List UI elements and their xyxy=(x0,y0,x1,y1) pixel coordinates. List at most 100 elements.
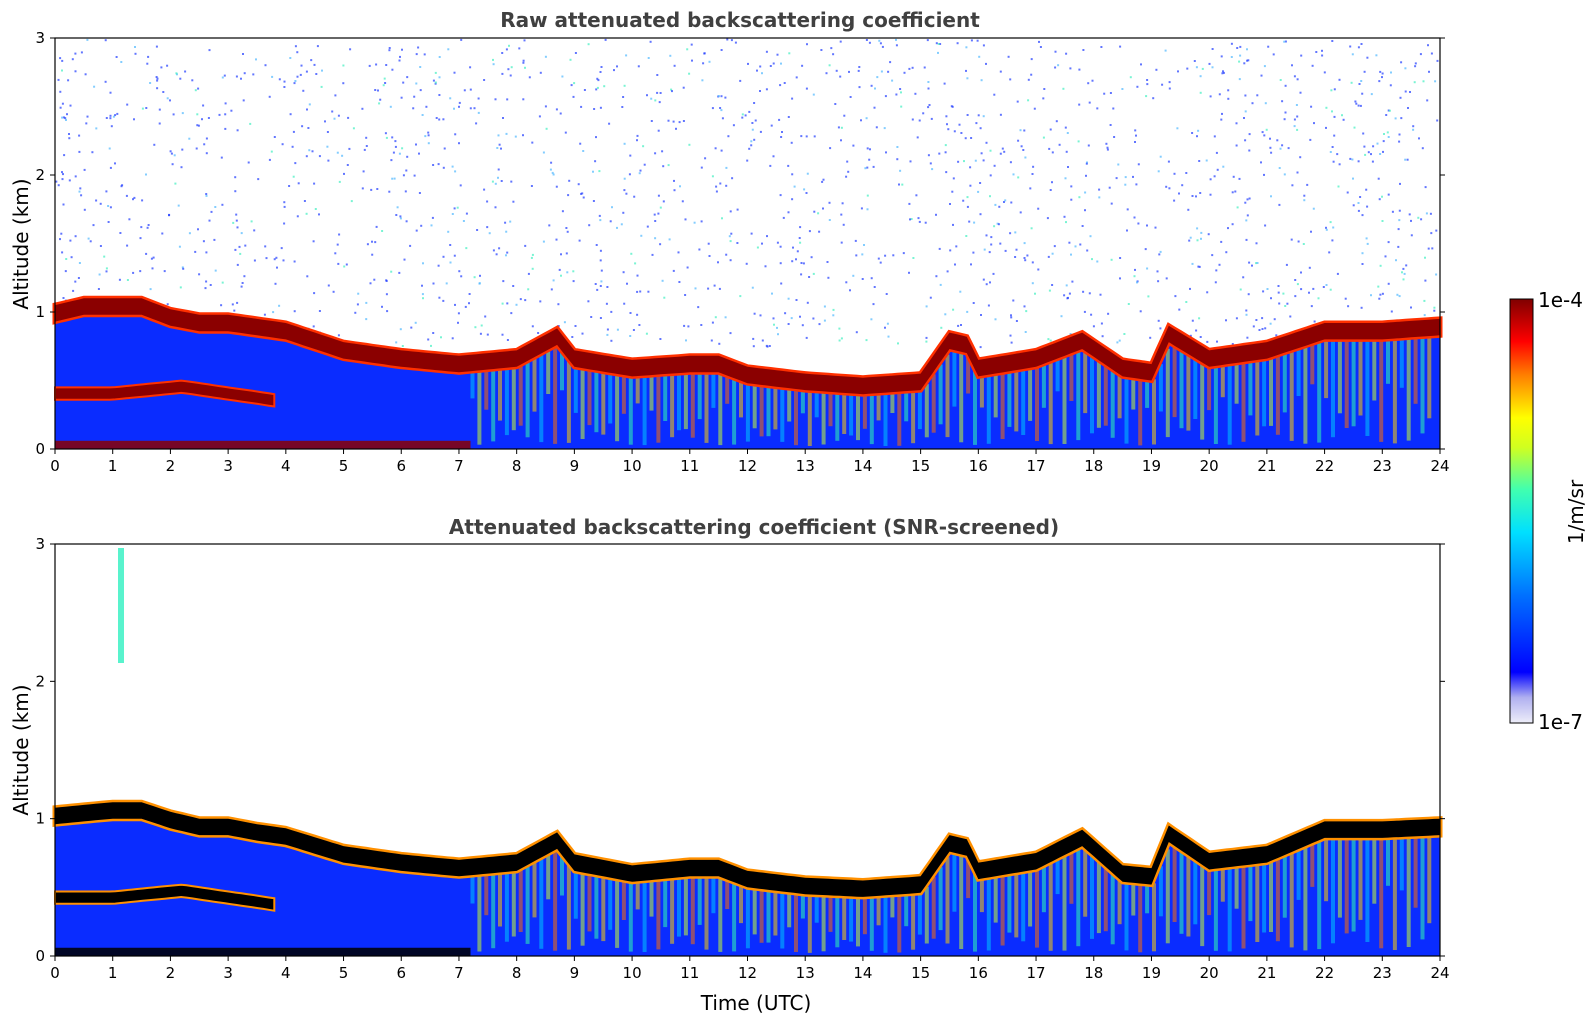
raw-noise-speck xyxy=(1430,52,1433,55)
snr-xtick-label: 4 xyxy=(281,964,291,982)
raw-noise-speck xyxy=(939,43,942,45)
raw-noise-speck xyxy=(1351,53,1354,56)
raw-noise-speck xyxy=(457,312,460,315)
raw-noise-speck xyxy=(776,241,779,244)
raw-noise-speck xyxy=(931,168,934,171)
raw-noise-speck xyxy=(1030,227,1033,230)
raw-noise-speck xyxy=(147,224,150,226)
raw-noise-speck xyxy=(196,113,199,116)
raw-noise-speck xyxy=(399,215,402,218)
raw-noise-speck xyxy=(787,211,790,214)
raw-noise-speck xyxy=(704,157,707,160)
raw-noise-speck xyxy=(80,194,83,197)
raw-noise-speck xyxy=(1064,177,1067,180)
raw-noise-speck xyxy=(782,216,785,219)
raw-noise-speck xyxy=(527,272,530,275)
raw-noise-speck xyxy=(780,62,782,65)
raw-noise-speck xyxy=(1296,283,1299,286)
raw-noise-speck xyxy=(437,163,440,166)
raw-noise-speck xyxy=(959,290,962,293)
raw-noise-speck xyxy=(156,77,159,80)
raw-noise-speck xyxy=(983,248,986,251)
raw-noise-speck xyxy=(1312,287,1315,290)
raw-noise-speck xyxy=(375,63,378,66)
raw-noise-speck xyxy=(801,64,804,67)
raw-noise-speck xyxy=(770,124,773,127)
raw-noise-speck xyxy=(1074,245,1077,248)
raw-noise-speck xyxy=(686,48,689,51)
raw-noise-speck xyxy=(1329,151,1332,153)
raw-noise-speck xyxy=(1431,247,1434,250)
raw-noise-speck xyxy=(310,59,313,62)
raw-noise-speck xyxy=(1242,276,1245,279)
snr-aerosol-streak xyxy=(1337,837,1342,918)
raw-noise-speck xyxy=(1209,95,1212,98)
raw-noise-speck xyxy=(1146,83,1149,86)
raw-noise-speck xyxy=(1365,237,1368,240)
raw-noise-speck xyxy=(1119,277,1121,280)
raw-noise-speck xyxy=(1117,163,1120,166)
raw-noise-speck xyxy=(883,127,886,130)
snr-aerosol-streak xyxy=(973,868,977,952)
raw-xtick-label: 10 xyxy=(623,457,642,475)
raw-noise-speck xyxy=(1014,256,1017,258)
raw-noise-speck xyxy=(909,218,911,221)
raw-noise-speck xyxy=(1246,198,1249,201)
raw-noise-speck xyxy=(454,303,456,306)
raw-noise-speck xyxy=(891,79,894,82)
raw-noise-speck xyxy=(741,113,744,116)
raw-aerosol-streak xyxy=(897,391,902,446)
raw-noise-speck xyxy=(1400,117,1403,120)
raw-aerosol-streak xyxy=(711,372,716,408)
raw-noise-speck xyxy=(363,148,366,151)
raw-noise-speck xyxy=(690,43,693,46)
raw-noise-speck xyxy=(326,131,329,133)
raw-noise-speck xyxy=(550,288,553,291)
raw-noise-speck xyxy=(1328,251,1331,254)
raw-noise-speck xyxy=(1015,248,1018,251)
snr-cirrus-streak xyxy=(118,548,124,663)
snr-xtick-label: 19 xyxy=(1142,964,1161,982)
raw-noise-speck xyxy=(188,137,191,140)
raw-noise-speck xyxy=(1245,313,1248,316)
raw-noise-speck xyxy=(776,53,779,56)
raw-noise-speck xyxy=(681,200,684,203)
raw-noise-speck xyxy=(1127,303,1130,305)
raw-noise-speck xyxy=(875,126,878,129)
raw-noise-speck xyxy=(599,259,602,262)
snr-xtick-label: 12 xyxy=(738,964,757,982)
raw-noise-speck xyxy=(369,282,372,285)
raw-noise-speck xyxy=(243,275,246,278)
raw-noise-speck xyxy=(647,290,650,293)
raw-noise-speck xyxy=(83,208,86,211)
raw-noise-speck xyxy=(1027,78,1030,81)
raw-noise-speck xyxy=(972,251,975,254)
raw-noise-speck xyxy=(1012,173,1015,176)
raw-noise-speck xyxy=(79,187,82,190)
raw-noise-speck xyxy=(718,287,721,290)
raw-noise-speck xyxy=(1436,59,1439,62)
raw-noise-speck xyxy=(865,117,868,120)
raw-noise-speck xyxy=(1338,78,1341,81)
raw-noise-speck xyxy=(65,119,67,121)
raw-aerosol-streak xyxy=(1351,339,1356,427)
raw-noise-speck xyxy=(687,325,690,328)
raw-noise-speck xyxy=(595,88,598,91)
raw-noise-speck xyxy=(128,218,131,221)
raw-noise-speck xyxy=(1058,143,1061,146)
raw-noise-speck xyxy=(156,87,159,90)
raw-noise-speck xyxy=(497,134,500,137)
raw-noise-speck xyxy=(803,188,806,191)
snr-aerosol-streak xyxy=(470,875,475,904)
raw-noise-speck xyxy=(1357,202,1360,204)
raw-noise-speck xyxy=(221,76,224,79)
raw-noise-speck xyxy=(427,131,430,134)
raw-noise-speck xyxy=(221,203,224,206)
raw-noise-speck xyxy=(863,244,865,246)
raw-noise-speck xyxy=(1383,133,1385,135)
raw-noise-speck xyxy=(866,208,869,211)
raw-noise-speck xyxy=(492,63,495,66)
raw-noise-speck xyxy=(1191,262,1194,265)
raw-noise-speck xyxy=(1322,286,1325,288)
raw-noise-speck xyxy=(1245,238,1248,241)
